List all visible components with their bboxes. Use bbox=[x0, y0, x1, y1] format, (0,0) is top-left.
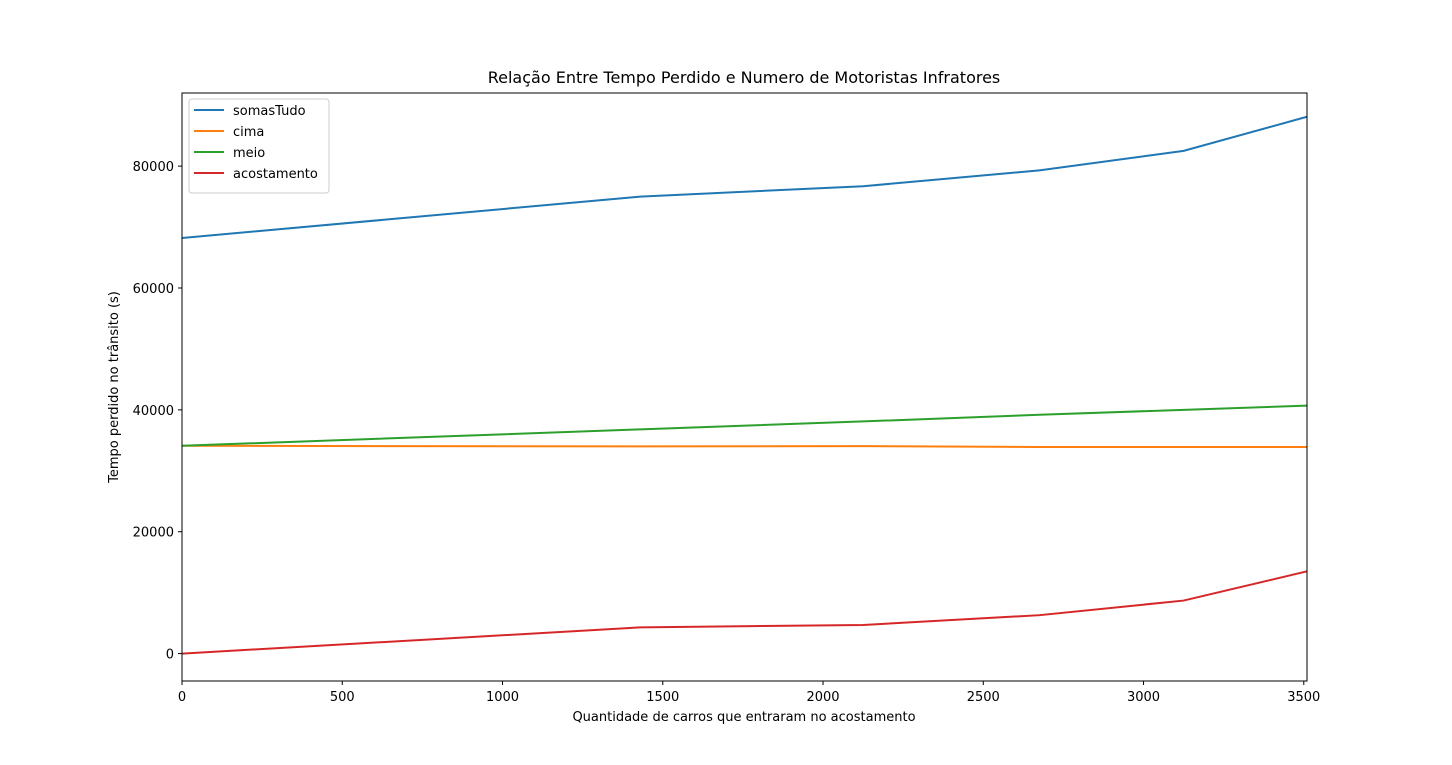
legend-label-meio: meio bbox=[233, 146, 265, 161]
y-tick-label: 20000 bbox=[133, 526, 174, 541]
legend-label-acostamento: acostamento bbox=[233, 167, 318, 182]
series-line-cima bbox=[181, 444, 1307, 449]
x-tick-label: 500 bbox=[330, 690, 355, 705]
y-tick-label: 60000 bbox=[133, 282, 174, 297]
legend-box bbox=[188, 98, 330, 194]
x-tick-label: 1500 bbox=[646, 690, 679, 705]
series-line-somasTudo bbox=[181, 115, 1308, 240]
y-tick-label: 80000 bbox=[133, 160, 174, 175]
legend: somasTudo cima meio acostamento bbox=[188, 98, 330, 194]
x-tick-label: 3500 bbox=[1287, 690, 1320, 705]
chart-title: Relação Entre Tempo Perdido e Numero de … bbox=[488, 68, 1001, 87]
axis-ticks: 0 500 1000 1500 2000 2500 3000 3500 0 20000 40000 6… bbox=[133, 160, 1321, 705]
axes-frame bbox=[181, 92, 1308, 682]
x-axis-label: Quantidade de carros que entraram no aco… bbox=[572, 710, 915, 725]
x-tick-label: 2000 bbox=[806, 690, 839, 705]
plot-area bbox=[181, 115, 1308, 655]
x-tick-label: 1000 bbox=[486, 690, 519, 705]
y-axis-label: Tempo perdido no trânsito (s) bbox=[107, 291, 122, 484]
y-tick-label: 40000 bbox=[133, 404, 174, 419]
x-tick-label: 2500 bbox=[967, 690, 1000, 705]
legend-label-somasTudo: somasTudo bbox=[233, 104, 306, 119]
legend-label-cima: cima bbox=[233, 125, 264, 140]
x-tick-label: 3000 bbox=[1127, 690, 1160, 705]
series-line-meio bbox=[181, 404, 1308, 447]
y-tick-label: 0 bbox=[166, 648, 174, 663]
series-line-acostamento bbox=[181, 570, 1308, 655]
x-tick-label: 0 bbox=[178, 690, 186, 705]
